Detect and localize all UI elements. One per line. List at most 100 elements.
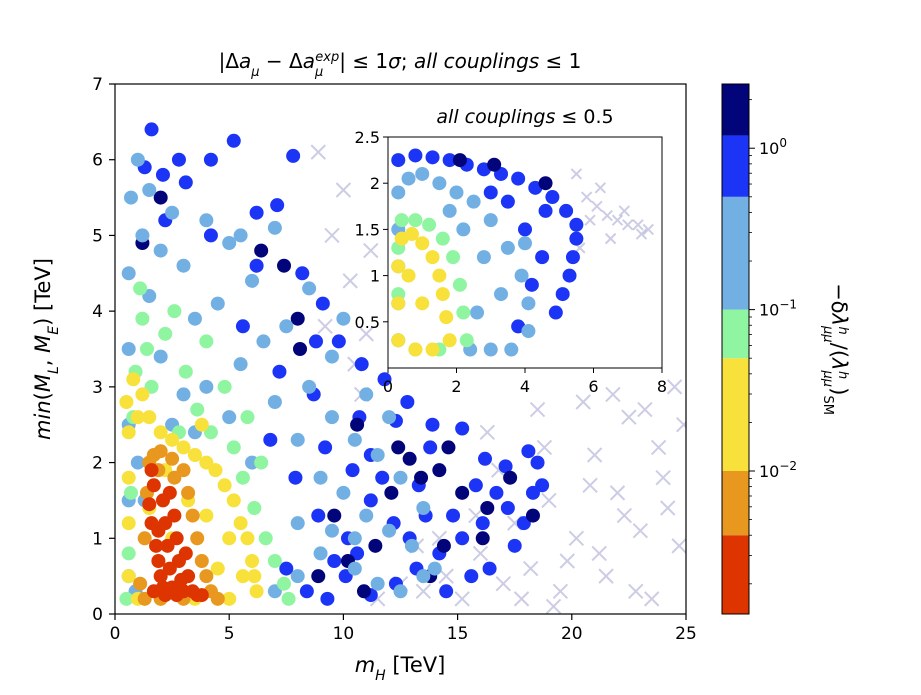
data-point xyxy=(137,531,152,546)
data-point-x xyxy=(676,417,686,433)
data-point xyxy=(279,319,294,334)
data-point xyxy=(324,523,339,538)
data-point xyxy=(203,228,218,243)
data-point xyxy=(142,410,157,425)
y-tick-label: 4 xyxy=(92,302,103,322)
data-point xyxy=(356,584,371,599)
data-point xyxy=(133,281,148,296)
data-point-x xyxy=(622,219,634,231)
data-point xyxy=(432,463,447,478)
data-point xyxy=(415,166,430,181)
chart-title: |Δaμ − Δaμexp| ≤ 1σ; all couplings ≤ 1 xyxy=(219,49,582,80)
inset-x-axis: 0 2 4 6 8 xyxy=(383,368,667,396)
data-point xyxy=(165,451,180,466)
data-point xyxy=(135,311,150,326)
colorbar-ticks: 10−2 10−1 100 xyxy=(749,99,797,585)
x-axis: 0 5 10 15 20 25 xyxy=(110,614,697,644)
data-point xyxy=(313,546,328,561)
data-point xyxy=(569,217,584,232)
data-point xyxy=(235,569,250,584)
data-point xyxy=(565,250,580,265)
data-point xyxy=(521,296,536,311)
data-point-x xyxy=(472,545,489,562)
data-point xyxy=(404,227,419,242)
data-point xyxy=(121,266,136,281)
data-point-x xyxy=(611,214,624,226)
data-point xyxy=(290,569,305,584)
data-point xyxy=(151,554,166,568)
data-point xyxy=(176,258,191,273)
data-point xyxy=(144,463,159,478)
data-point xyxy=(538,176,553,191)
inset-y-tick-label: 2.5 xyxy=(355,128,380,147)
data-point-x xyxy=(522,560,539,577)
data-point-x xyxy=(358,326,374,342)
data-point-x xyxy=(594,182,607,194)
data-point-x xyxy=(363,242,379,259)
data-point xyxy=(414,470,429,485)
data-point xyxy=(135,228,150,243)
data-point xyxy=(146,478,161,493)
data-point xyxy=(382,410,397,425)
data-point-x xyxy=(324,227,340,244)
x-tick-label: 10 xyxy=(333,624,355,644)
data-point xyxy=(466,194,481,209)
data-point xyxy=(279,561,294,576)
colorbar-tick-label: 10−2 xyxy=(759,459,797,481)
data-point xyxy=(391,333,406,348)
data-point xyxy=(199,334,214,349)
data-point xyxy=(439,584,454,599)
data-point xyxy=(535,250,550,265)
data-point xyxy=(455,485,470,500)
data-point xyxy=(208,463,223,478)
data-point xyxy=(562,268,577,283)
x-tick-label: 20 xyxy=(561,624,583,644)
data-point xyxy=(475,516,490,531)
data-point xyxy=(286,148,301,163)
data-point xyxy=(165,205,180,220)
data-point-x xyxy=(591,545,607,562)
data-point xyxy=(267,554,282,568)
data-point xyxy=(235,319,250,334)
data-point xyxy=(302,379,317,394)
data-point xyxy=(290,311,305,326)
data-point xyxy=(518,236,532,251)
data-point xyxy=(155,580,170,595)
data-point-x xyxy=(671,538,686,554)
data-point xyxy=(459,333,474,348)
y-axis-label: min(ML, ME) [TeV] xyxy=(31,258,62,440)
data-point xyxy=(254,455,269,470)
data-point xyxy=(130,455,145,470)
data-point xyxy=(151,523,166,538)
data-point xyxy=(233,228,248,243)
data-point xyxy=(400,395,415,409)
data-point-x xyxy=(586,447,603,463)
data-point-x xyxy=(637,401,653,418)
data-point xyxy=(194,554,209,568)
colorbar-frame xyxy=(721,83,750,615)
data-point xyxy=(245,554,260,568)
data-point xyxy=(267,220,282,235)
inset-y-axis: 0.5 1 1.5 2 2.5 xyxy=(355,128,388,332)
data-point xyxy=(315,296,330,311)
colorbar xyxy=(722,84,749,614)
colorbar-bin xyxy=(722,196,749,310)
data-point xyxy=(121,470,136,485)
data-point xyxy=(277,258,292,273)
data-point xyxy=(507,538,522,553)
data-point xyxy=(217,379,232,394)
data-point xyxy=(350,417,365,432)
data-point xyxy=(442,203,457,218)
data-point-x xyxy=(582,477,598,493)
data-point xyxy=(142,183,157,197)
data-point xyxy=(483,185,498,200)
y-tick-label: 6 xyxy=(92,151,103,171)
data-point xyxy=(226,440,241,455)
data-point xyxy=(503,470,518,485)
data-point xyxy=(121,516,136,531)
colorbar-bin xyxy=(722,309,749,359)
data-point xyxy=(295,266,310,281)
inset-x-tick-label: 2 xyxy=(451,377,461,396)
data-point-x xyxy=(642,223,655,236)
colorbar-tick-label: 10−1 xyxy=(759,298,797,320)
